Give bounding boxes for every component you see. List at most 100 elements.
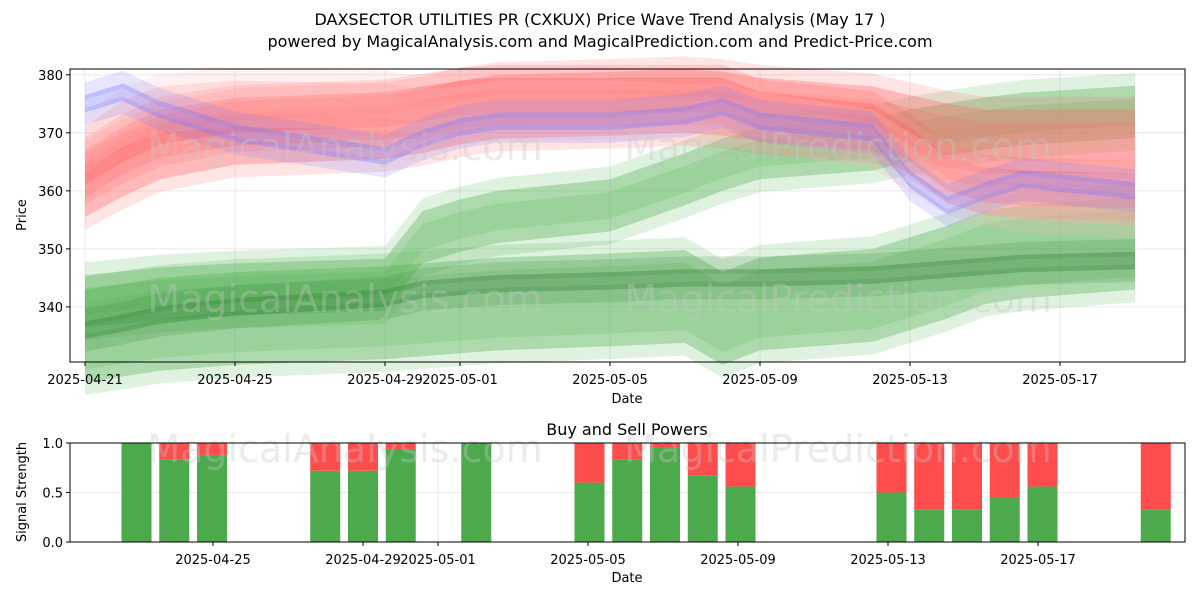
band-5-layer-1	[85, 93, 1135, 239]
band-4-layer-0	[85, 77, 1135, 209]
buy-bar-2025-05-19	[1140, 509, 1171, 542]
buy-bar-2025-04-29	[385, 448, 416, 542]
top-y-tick-label-2: 360	[38, 185, 63, 200]
price-bands	[85, 56, 1135, 396]
top-y-tick-label-3: 370	[38, 127, 63, 142]
buy-bar-2025-05-06	[650, 447, 680, 542]
bottom-chart-title: Buy and Sell Powers	[546, 420, 708, 439]
top-x-tick-label-6: 2025-05-13	[872, 373, 948, 388]
buy-bar-2025-05-12	[876, 492, 907, 542]
top-x-tick-label-0: 2025-04-21	[47, 373, 123, 388]
sell-bar-2025-05-14	[952, 443, 982, 510]
sell-bar-2025-05-06	[650, 443, 680, 448]
buy-bar-2025-05-04	[574, 482, 605, 542]
top-gridlines	[70, 69, 1185, 362]
band-1-layer-2	[85, 183, 1135, 370]
chart-subtitle: powered by MagicalAnalysis.com and Magic…	[267, 32, 932, 51]
band-0-layer-0	[85, 85, 1135, 328]
band-5-layer-0	[85, 80, 1135, 226]
bottom-x-tick-label-1: 2025-04-29	[325, 553, 401, 568]
bottom-x-tick-label-4: 2025-05-09	[700, 553, 776, 568]
sell-bar-2025-05-08	[725, 443, 756, 487]
buy-bar-2025-05-16	[1027, 486, 1058, 542]
band-1-layer-1	[85, 209, 1135, 396]
buy-bar-2025-05-08	[725, 486, 756, 542]
watermark-prediction-top: MagicalPrediction.com	[624, 125, 1052, 169]
band-6-layer-2	[85, 70, 1135, 202]
band-6-layer-1	[85, 96, 1135, 227]
band-3-layer-0	[85, 69, 1135, 217]
top-x-ticks: 2025-04-21 2025-04-25 2025-04-29 2025-05-01…	[47, 362, 1098, 388]
buy-bar-2025-05-15	[989, 497, 1020, 542]
buy-bar-2025-04-24	[197, 454, 227, 542]
bottom-x-tick-label-2: 2025-05-01	[400, 553, 476, 568]
bottom-x-axis-label: Date	[611, 571, 642, 586]
top-x-tick-label-4: 2025-05-05	[572, 373, 648, 388]
band-6-layer-0	[85, 83, 1135, 214]
band-4-layer-2	[85, 64, 1135, 196]
band-3-layer-2	[85, 56, 1135, 205]
bottom-y-axis-label: Signal Strength	[15, 442, 30, 542]
top-y-tick-label-1: 350	[38, 243, 63, 258]
top-plot-background	[70, 69, 1185, 362]
sell-bar-2025-05-07	[687, 443, 718, 476]
sell-bar-2025-04-29	[385, 443, 416, 449]
top-plot-frame	[69, 68, 1186, 363]
band-4-layer-1	[85, 90, 1135, 221]
buy-bar-2025-04-28	[348, 470, 378, 542]
chart-title: DAXSECTOR UTILITIES PR (CXKUX) Price Wav…	[314, 10, 885, 29]
band-0-layer-1	[85, 98, 1135, 340]
top-x-axis-label: Date	[611, 392, 642, 407]
top-x-tick-label-3: 2025-05-01	[422, 373, 498, 388]
bottom-x-tick-label-5: 2025-05-13	[850, 553, 926, 568]
sell-bar-2025-04-23	[159, 443, 190, 460]
buy-bar-2025-04-22	[121, 443, 152, 542]
band-2-layer-2	[85, 239, 1135, 326]
buy-bar-2025-05-05	[612, 459, 643, 542]
bottom-x-tick-label-6: 2025-05-17	[1000, 553, 1076, 568]
watermark-analysis-bottom: MagicalAnalysis.com	[147, 427, 542, 471]
sell-bar-2025-05-04	[574, 443, 605, 483]
bottom-y-tick-label-2: 1.0	[42, 437, 63, 452]
sell-bar-2025-05-19	[1140, 443, 1171, 510]
buy-bar-2025-05-14	[952, 509, 982, 542]
bottom-y-tick-label-1: 0.5	[42, 487, 63, 502]
sell-bar-2025-04-28	[348, 443, 378, 471]
watermark-analysis-top: MagicalAnalysis.com	[147, 125, 542, 169]
sell-bar-2025-04-27	[310, 443, 341, 471]
top-y-tick-label-0: 340	[38, 301, 63, 316]
top-x-tick-label-1: 2025-04-25	[197, 373, 273, 388]
band-3-layer-1	[85, 81, 1135, 230]
band-0-layer-2	[85, 73, 1135, 315]
price-wave-plot: MagicalAnalysis.com MagicalPrediction.co…	[15, 56, 1186, 407]
top-y-tick-label-4: 380	[38, 69, 63, 84]
buy-sell-bars	[121, 443, 1171, 542]
bottom-x-tick-label-3: 2025-05-05	[550, 553, 626, 568]
buy-bar-2025-05-01	[461, 443, 492, 542]
buy-bar-2025-05-13	[914, 509, 945, 542]
sell-bar-2025-05-16	[1027, 443, 1058, 487]
top-y-ticks: 340 350 360 370 380	[38, 69, 70, 316]
sell-bar-2025-04-24	[197, 443, 227, 455]
sell-bar-2025-05-12	[876, 443, 907, 493]
top-x-tick-label-5: 2025-05-09	[722, 373, 798, 388]
top-x-tick-label-7: 2025-05-17	[1022, 373, 1098, 388]
bottom-x-tick-label-0: 2025-04-25	[175, 553, 251, 568]
bottom-y-tick-label-0: 0.0	[42, 536, 63, 551]
buy-sell-plot: Buy and Sell Powers MagicalAnalysis.com …	[15, 420, 1186, 586]
sell-bar-2025-05-15	[989, 443, 1020, 498]
watermark-prediction-mid: MagicalPrediction.com	[624, 277, 1052, 321]
bottom-y-ticks: 0.0 0.5 1.0	[42, 437, 70, 551]
top-x-tick-label-2: 2025-04-29	[347, 373, 423, 388]
sell-bar-2025-05-13	[914, 443, 945, 510]
watermark-prediction-bottom: MagicalPrediction.com	[624, 427, 1052, 471]
buy-bar-2025-04-27	[310, 470, 341, 542]
band-5-layer-2	[85, 67, 1135, 213]
buy-bar-2025-05-07	[687, 475, 718, 542]
watermark-analysis-mid: MagicalAnalysis.com	[147, 277, 542, 321]
band-2-layer-0	[85, 251, 1135, 339]
top-y-axis-label: Price	[15, 199, 30, 231]
sell-bar-2025-05-05	[612, 443, 643, 460]
band-2-layer-1	[85, 264, 1135, 352]
